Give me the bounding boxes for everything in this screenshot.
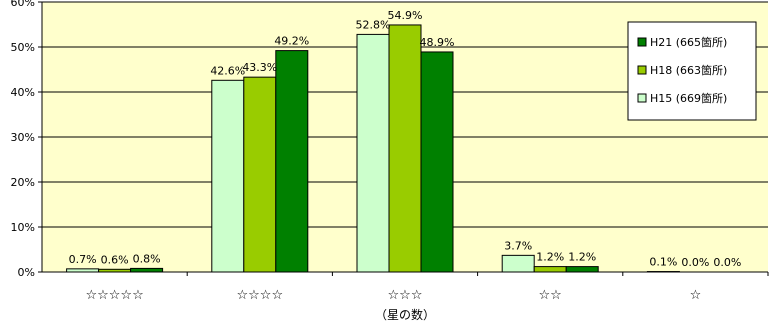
data-label: 0.6%: [101, 253, 129, 266]
data-label: 3.7%: [504, 239, 532, 252]
legend: H21 (665箇所) H18 (663箇所) H15 (669箇所): [627, 21, 757, 121]
bar: [356, 33, 390, 273]
legend-swatch: [637, 37, 647, 47]
y-tick-label: 60%: [11, 0, 35, 9]
data-label: 0.1%: [649, 256, 677, 269]
y-tick-label: 30%: [11, 131, 35, 144]
data-label: 49.2%: [274, 35, 309, 48]
y-tick-label: 20%: [11, 176, 35, 189]
legend-label: H18 (663箇所): [650, 63, 727, 77]
data-label: 0.0%: [681, 256, 709, 269]
bars: [66, 24, 744, 273]
legend-label: H21 (665箇所): [650, 35, 727, 49]
data-label: 0.8%: [133, 252, 161, 265]
y-axis-ticks: 0% 10% 20% 30% 40% 50% 60%: [11, 0, 35, 279]
legend-label: H15 (669箇所): [650, 91, 727, 105]
bar: [501, 254, 535, 273]
bar: [211, 79, 245, 273]
data-label: 0.0%: [713, 256, 741, 269]
data-label: 42.6%: [210, 64, 245, 77]
y-tick-label: 0%: [18, 266, 35, 279]
legend-box: [627, 21, 757, 121]
bar: [565, 266, 599, 273]
legend-swatch: [637, 65, 647, 75]
data-label: 54.9%: [388, 9, 423, 22]
bar: [66, 268, 100, 273]
data-label: 48.9%: [420, 36, 455, 49]
x-category-label: ☆☆☆: [388, 288, 423, 303]
bar: [130, 267, 164, 273]
x-category-label: ☆☆: [539, 288, 562, 303]
x-category-label: ☆: [690, 288, 702, 303]
data-label: 1.2%: [568, 251, 596, 264]
data-label: 0.7%: [69, 253, 97, 266]
legend-swatch: [637, 93, 647, 103]
bar: [420, 51, 454, 273]
bar: [98, 268, 132, 273]
y-tick-label: 10%: [11, 221, 35, 234]
y-tick-label: 40%: [11, 86, 35, 99]
bar: [275, 50, 309, 273]
x-axis-title: （星の数）: [375, 307, 435, 322]
x-category-label: ☆☆☆☆: [236, 288, 283, 303]
bar: [388, 24, 422, 273]
x-axis-categories: ☆☆☆☆☆ ☆☆☆☆ ☆☆☆ ☆☆ ☆: [85, 288, 701, 303]
data-label: 52.8%: [356, 18, 391, 31]
bar: [533, 266, 567, 273]
data-label: 43.3%: [242, 61, 277, 74]
y-tick-label: 50%: [11, 41, 35, 54]
data-label: 1.2%: [536, 251, 564, 264]
bar: [243, 76, 277, 273]
x-category-label: ☆☆☆☆☆: [85, 288, 143, 303]
data-labels: 0.7% 0.6% 0.8% 42.6%43.3% 49.2% 52.8%54.9% 48.…: [69, 9, 742, 269]
